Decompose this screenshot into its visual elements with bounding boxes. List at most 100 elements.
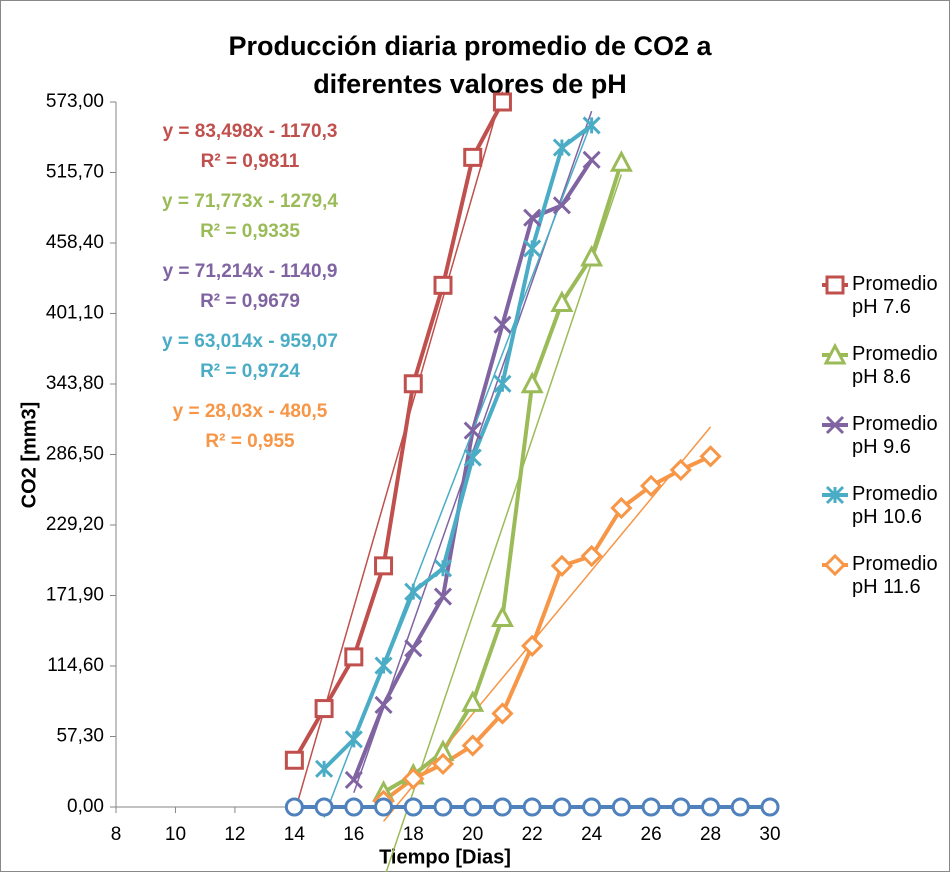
y-tick-label: 401,10 bbox=[46, 303, 104, 324]
marker bbox=[523, 208, 542, 227]
marker bbox=[491, 702, 514, 725]
legend-label: Promedio pH 7.6 bbox=[852, 273, 938, 318]
marker bbox=[552, 797, 572, 817]
y-tick-label: 57,30 bbox=[56, 726, 104, 747]
marker bbox=[490, 605, 514, 628]
x-tick-label: 28 bbox=[700, 824, 721, 845]
marker bbox=[550, 290, 574, 313]
trendline-equation: y = 63,014x - 959,07 bbox=[162, 331, 338, 352]
x-tick-label: 16 bbox=[343, 824, 364, 845]
x-tick-label: 30 bbox=[759, 824, 780, 845]
marker bbox=[493, 374, 512, 393]
marker bbox=[552, 196, 571, 215]
marker bbox=[552, 138, 571, 157]
x-tick-label: 12 bbox=[224, 824, 245, 845]
marker bbox=[582, 797, 602, 817]
marker bbox=[730, 797, 750, 817]
trendline-r2: R² = 0,955 bbox=[205, 431, 295, 452]
y-tick-label: 573,00 bbox=[46, 91, 104, 112]
marker bbox=[580, 244, 604, 267]
marker bbox=[314, 797, 334, 817]
marker bbox=[825, 415, 845, 435]
legend-label: Promedio pH 9.6 bbox=[852, 413, 938, 458]
marker bbox=[611, 797, 631, 817]
marker bbox=[433, 559, 453, 578]
trendline-r2: R² = 0,9679 bbox=[200, 291, 300, 312]
marker bbox=[823, 553, 847, 577]
y-tick-label: 286,50 bbox=[46, 444, 104, 465]
marker bbox=[610, 496, 633, 520]
trendline bbox=[385, 174, 623, 872]
legend-label: Promedio pH 11.6 bbox=[852, 553, 938, 598]
x-axis-title: Tiempo [Dias] bbox=[379, 846, 511, 868]
trendline-equation: y = 28,03x - 480,5 bbox=[173, 401, 328, 422]
marker bbox=[609, 150, 633, 172]
marker bbox=[404, 582, 423, 601]
trendline bbox=[293, 91, 504, 814]
marker bbox=[492, 92, 512, 112]
marker bbox=[701, 797, 721, 817]
x-tick-label: 18 bbox=[403, 824, 424, 845]
marker bbox=[374, 797, 394, 817]
marker bbox=[431, 752, 455, 776]
marker bbox=[522, 797, 542, 817]
marker bbox=[699, 445, 722, 468]
x-tick-label: 22 bbox=[522, 824, 543, 845]
trendline bbox=[323, 121, 593, 818]
marker bbox=[344, 730, 363, 749]
marker bbox=[433, 797, 453, 817]
marker bbox=[403, 797, 423, 817]
x-tick-label: 14 bbox=[284, 824, 306, 845]
marker bbox=[374, 695, 393, 714]
chart-title: Producción diaria promedio de CO2 a bbox=[228, 31, 712, 61]
marker bbox=[315, 759, 334, 778]
y-tick-label: 343,80 bbox=[46, 373, 104, 394]
trendline-equation: y = 71,214x - 1140,9 bbox=[163, 261, 338, 282]
x-tick-label: 10 bbox=[165, 824, 186, 845]
marker bbox=[463, 448, 482, 467]
x-tick-label: 24 bbox=[581, 824, 603, 845]
marker bbox=[641, 797, 661, 817]
marker bbox=[463, 421, 482, 440]
marker bbox=[671, 797, 691, 817]
marker bbox=[760, 797, 780, 817]
marker bbox=[314, 699, 334, 719]
marker bbox=[521, 634, 544, 657]
series-line bbox=[382, 454, 712, 803]
marker bbox=[463, 797, 483, 817]
legend-label: Promedio pH 8.6 bbox=[852, 343, 938, 388]
marker bbox=[825, 275, 845, 295]
x-tick-label: 8 bbox=[111, 824, 122, 845]
marker bbox=[520, 371, 544, 394]
x-tick-label: 20 bbox=[462, 824, 483, 845]
y-tick-label: 114,60 bbox=[47, 655, 104, 676]
marker bbox=[403, 374, 423, 394]
trendline-r2: R² = 0,9811 bbox=[201, 151, 300, 172]
y-tick-label: 229,20 bbox=[46, 514, 104, 535]
y-tick-label: 171,90 bbox=[46, 585, 104, 606]
marker bbox=[639, 474, 663, 497]
trendline-r2: R² = 0,9335 bbox=[200, 221, 300, 242]
marker bbox=[284, 750, 304, 770]
marker bbox=[374, 656, 393, 675]
marker bbox=[493, 315, 512, 334]
trendline-r2: R² = 0,9724 bbox=[200, 361, 300, 382]
trendline-equation: y = 83,498x - 1170,3 bbox=[163, 121, 338, 142]
marker bbox=[582, 116, 601, 135]
marker bbox=[374, 556, 394, 576]
marker bbox=[463, 147, 483, 167]
marker bbox=[825, 485, 845, 505]
marker bbox=[461, 734, 484, 757]
y-tick-label: 0,00 bbox=[67, 796, 104, 817]
marker bbox=[582, 150, 601, 169]
y-axis-title: CO2 [mm3] bbox=[18, 402, 40, 509]
x-tick-label: 26 bbox=[641, 824, 662, 845]
series-line bbox=[351, 158, 594, 781]
y-tick-label: 515,70 bbox=[46, 162, 104, 183]
marker bbox=[433, 587, 453, 606]
marker bbox=[669, 458, 692, 482]
marker bbox=[284, 797, 304, 817]
legend-label: Promedio pH 10.6 bbox=[852, 483, 938, 528]
chart-title: diferentes valores de pH bbox=[313, 69, 627, 99]
